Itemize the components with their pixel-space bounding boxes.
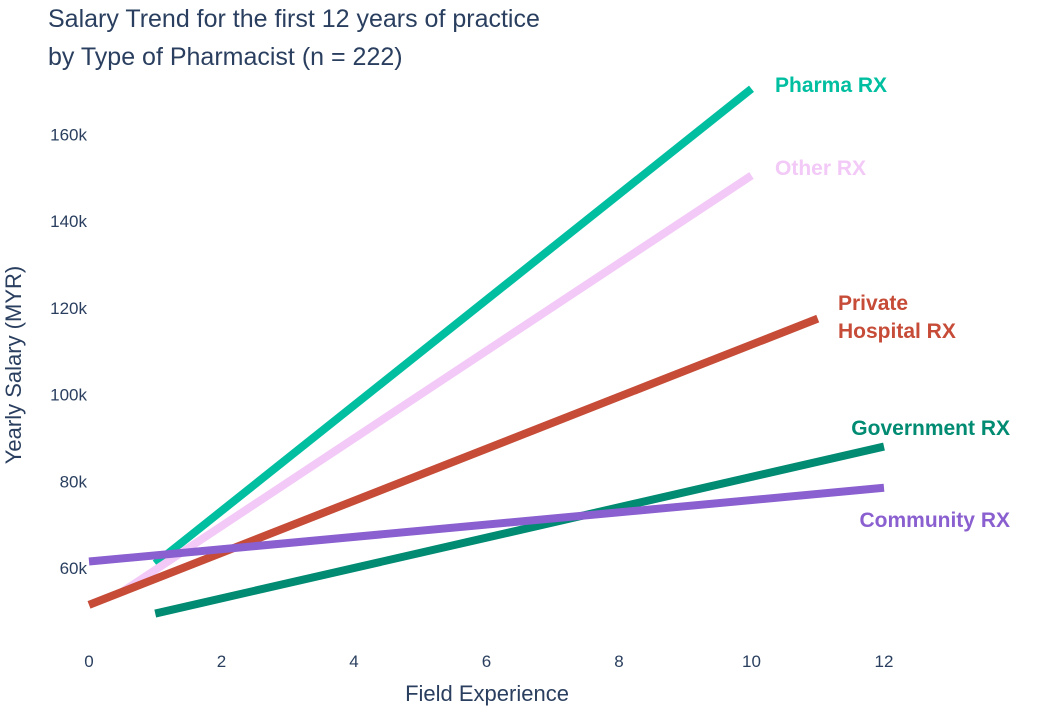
series-labels: Pharma RX Other RX Private Hospital RX Gover… <box>775 74 1010 532</box>
y-tick-label: 120k <box>50 299 87 318</box>
y-tick-label: 160k <box>50 125 87 144</box>
series-line-private-hospital-rx <box>87 314 820 609</box>
x-tick-label: 0 <box>84 652 93 671</box>
series-lines <box>87 85 885 618</box>
series-label-pharma-rx: Pharma RX <box>775 74 887 97</box>
y-tick-label: 140k <box>50 212 87 231</box>
x-tick-label: 10 <box>742 652 761 671</box>
series-line-community-rx <box>88 483 885 566</box>
chart-title-line-2: by Type of Pharmacist (n = 222) <box>48 43 403 71</box>
y-tick-label: 100k <box>50 386 87 405</box>
y-axis-title: Yearly Salary (MYR) <box>1 266 26 464</box>
series-line-other-rx <box>119 172 754 596</box>
x-tick-label: 8 <box>614 652 623 671</box>
series-line-pharma-rx <box>152 85 754 567</box>
y-tick-label: 80k <box>60 472 88 491</box>
x-tick-label: 6 <box>482 652 491 671</box>
series-label-other-rx: Other RX <box>775 157 866 180</box>
x-axis-ticks: 0 2 4 6 8 10 12 <box>84 652 893 671</box>
x-axis-title: Field Experience <box>405 681 569 706</box>
chart-title-line-1: Salary Trend for the first 12 years of p… <box>48 5 540 33</box>
series-label-private-hospital-rx: Private Hospital RX <box>838 292 956 343</box>
series-label-government-rx: Government RX <box>851 417 1010 440</box>
x-tick-label: 2 <box>217 652 226 671</box>
x-tick-label: 12 <box>875 652 894 671</box>
series-line-government-rx <box>154 442 885 618</box>
series-label-community-rx: Community RX <box>859 509 1010 532</box>
y-tick-label: 60k <box>60 559 88 578</box>
x-tick-label: 4 <box>349 652 358 671</box>
y-axis-ticks: 60k 80k 100k 120k 140k 160k <box>50 125 87 578</box>
